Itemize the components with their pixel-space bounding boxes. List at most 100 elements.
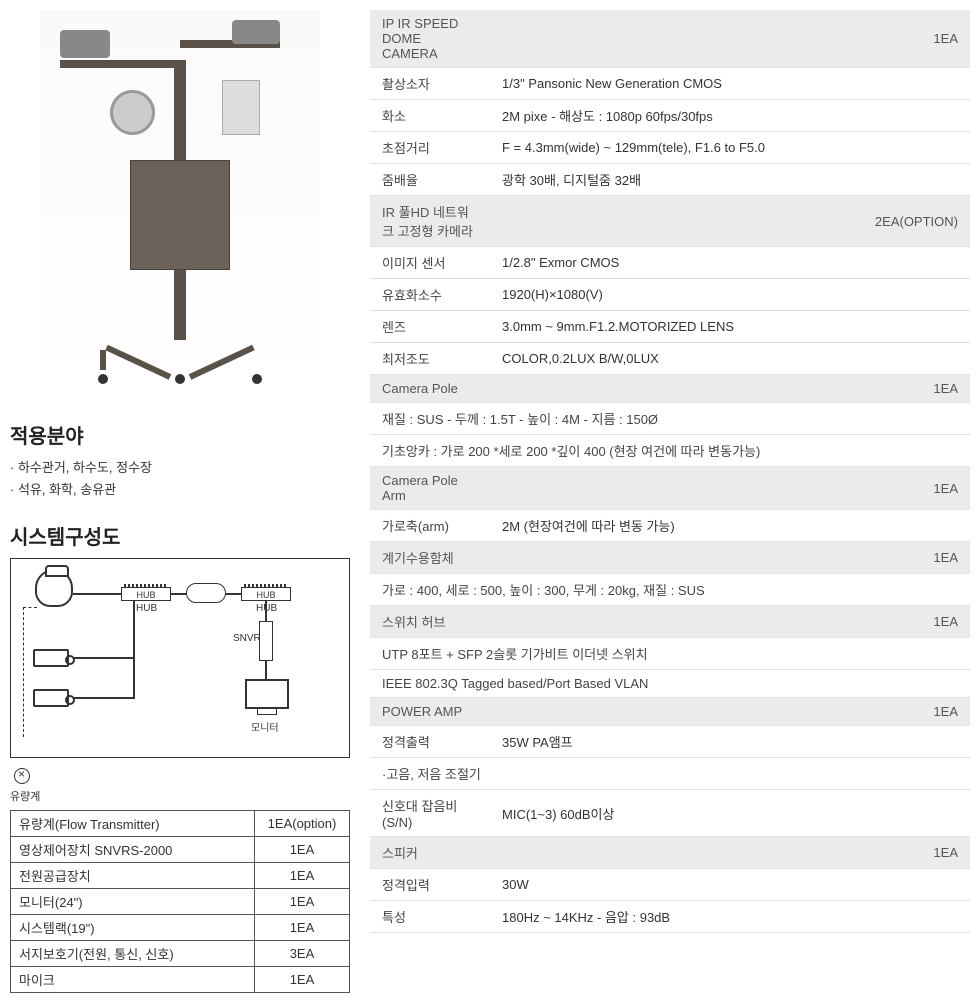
product-image (40, 10, 320, 390)
spec-key: 렌즈 (370, 311, 490, 343)
section-title: IR 풀HD 네트워크 고정형 카메라 (370, 196, 490, 247)
spec-full-text: ·고음, 저음 조절기 (370, 758, 970, 790)
spec-section-header: 계기수용함체1EA (370, 542, 970, 574)
spec-row: 촬상소자1/3" Pansonic New Generation CMOS (370, 68, 970, 100)
spec-full-text: UTP 8포트 + SFP 2슬롯 기가비트 이더넷 스위치 (370, 638, 970, 670)
application-title: 적용분야 (10, 420, 350, 449)
spec-full-text: 기초앙카 : 가로 200 *세로 200 *깊이 400 (현장 여건에 따라… (370, 435, 970, 467)
spec-value: 180Hz ~ 14KHz - 음압 : 93dB (490, 901, 970, 933)
equip-qty: 1EA (255, 863, 350, 889)
spec-key: 최저조도 (370, 343, 490, 375)
spec-value: 1/2.8" Exmor CMOS (490, 247, 970, 279)
spec-row: 줌배율광학 30배, 디지털줌 32배 (370, 164, 970, 196)
spec-full-row: UTP 8포트 + SFP 2슬롯 기가비트 이더넷 스위치 (370, 638, 970, 670)
section-qty: 1EA (490, 542, 970, 574)
spec-full-text: IEEE 802.3Q Tagged based/Port Based VLAN (370, 670, 970, 698)
section-qty: 1EA (490, 698, 970, 726)
section-qty: 1EA (490, 837, 970, 869)
spec-key: 가로축(arm) (370, 510, 490, 542)
equip-qty: 1EA (255, 967, 350, 993)
spec-section-header: 스위치 허브1EA (370, 606, 970, 638)
left-column: 적용분야 하수관거, 하수도, 정수장 석유, 화학, 송유관 시스템구성도 H… (10, 10, 350, 993)
equipment-table: 유량계(Flow Transmitter)1EA(option)영상제어장치 S… (10, 810, 350, 993)
spec-row: 정격입력30W (370, 869, 970, 901)
section-qty: 1EA (490, 10, 970, 68)
spec-value: MIC(1~3) 60dB이상 (490, 790, 970, 837)
flow-meter-icon: 유량계 (10, 768, 350, 792)
table-row: 모니터(24")1EA (11, 889, 350, 915)
section-title: 스위치 허브 (370, 606, 490, 638)
spec-section-header: 스피커1EA (370, 837, 970, 869)
app-item: 하수관거, 하수도, 정수장 (10, 457, 350, 479)
section-title: 스피커 (370, 837, 490, 869)
system-diagram-title: 시스템구성도 (10, 521, 350, 550)
spec-section-header: Camera Pole Arm1EA (370, 467, 970, 510)
spec-row: 가로축(arm)2M (현장여건에 따라 변동 가능) (370, 510, 970, 542)
section-title: 계기수용함체 (370, 542, 490, 574)
table-row: 마이크1EA (11, 967, 350, 993)
spec-value: 광학 30배, 디지털줌 32배 (490, 164, 970, 196)
equip-qty: 1EA (255, 837, 350, 863)
spec-row: 유효화소수1920(H)×1080(V) (370, 279, 970, 311)
spec-value: 1/3" Pansonic New Generation CMOS (490, 68, 970, 100)
system-diagram: HUB HUB HUB HUB SNVR 모니터 (10, 558, 350, 758)
equip-qty: 3EA (255, 941, 350, 967)
equip-label: 유량계(Flow Transmitter) (11, 811, 255, 837)
application-list: 하수관거, 하수도, 정수장 석유, 화학, 송유관 (10, 457, 350, 501)
equip-qty: 1EA(option) (255, 811, 350, 837)
spec-key: 신호대 잡음비(S/N) (370, 790, 490, 837)
spec-key: 화소 (370, 100, 490, 132)
section-qty: 1EA (490, 375, 970, 403)
spec-row: 렌즈3.0mm ~ 9mm.F1.2.MOTORIZED LENS (370, 311, 970, 343)
spec-key: 정격출력 (370, 726, 490, 758)
spec-row: 초점거리F = 4.3mm(wide) ~ 129mm(tele), F1.6 … (370, 132, 970, 164)
right-column: IP IR SPEED DOME CAMERA1EA촬상소자1/3" Panso… (370, 10, 970, 993)
spec-value: 2M pixe - 해상도 : 1080p 60fps/30fps (490, 100, 970, 132)
spec-full-row: 재질 : SUS - 두께 : 1.5T - 높이 : 4M - 지름 : 15… (370, 403, 970, 435)
spec-row: 신호대 잡음비(S/N)MIC(1~3) 60dB이상 (370, 790, 970, 837)
spec-section-header: Camera Pole1EA (370, 375, 970, 403)
spec-full-row: IEEE 802.3Q Tagged based/Port Based VLAN (370, 670, 970, 698)
section-qty: 2EA(OPTION) (490, 196, 970, 247)
equip-qty: 1EA (255, 889, 350, 915)
spec-key: 초점거리 (370, 132, 490, 164)
section-qty: 1EA (490, 467, 970, 510)
equip-label: 시스템랙(19") (11, 915, 255, 941)
table-row: 전원공급장치1EA (11, 863, 350, 889)
equip-qty: 1EA (255, 915, 350, 941)
table-row: 영상제어장치 SNVRS-20001EA (11, 837, 350, 863)
section-qty: 1EA (490, 606, 970, 638)
spec-key: 줌배율 (370, 164, 490, 196)
equip-label: 전원공급장치 (11, 863, 255, 889)
equip-label: 서지보호기(전원, 통신, 신호) (11, 941, 255, 967)
spec-row: 정격출력35W PA앰프 (370, 726, 970, 758)
table-row: 시스템랙(19")1EA (11, 915, 350, 941)
spec-full-text: 재질 : SUS - 두께 : 1.5T - 높이 : 4M - 지름 : 15… (370, 403, 970, 435)
spec-row: 최저조도COLOR,0.2LUX B/W,0LUX (370, 343, 970, 375)
spec-full-row: ·고음, 저음 조절기 (370, 758, 970, 790)
spec-key: 촬상소자 (370, 68, 490, 100)
spec-full-text: 가로 : 400, 세로 : 500, 높이 : 300, 무게 : 20kg,… (370, 574, 970, 606)
section-title: IP IR SPEED DOME CAMERA (370, 10, 490, 68)
spec-full-row: 가로 : 400, 세로 : 500, 높이 : 300, 무게 : 20kg,… (370, 574, 970, 606)
spec-section-header: IP IR SPEED DOME CAMERA1EA (370, 10, 970, 68)
spec-full-row: 기초앙카 : 가로 200 *세로 200 *깊이 400 (현장 여건에 따라… (370, 435, 970, 467)
spec-key: 특성 (370, 901, 490, 933)
spec-row: 특성180Hz ~ 14KHz - 음압 : 93dB (370, 901, 970, 933)
spec-section-header: IR 풀HD 네트워크 고정형 카메라2EA(OPTION) (370, 196, 970, 247)
spec-key: 이미지 센서 (370, 247, 490, 279)
spec-value: 2M (현장여건에 따라 변동 가능) (490, 510, 970, 542)
spec-value: F = 4.3mm(wide) ~ 129mm(tele), F1.6 to F… (490, 132, 970, 164)
equip-label: 마이크 (11, 967, 255, 993)
spec-value: 1920(H)×1080(V) (490, 279, 970, 311)
equip-label: 영상제어장치 SNVRS-2000 (11, 837, 255, 863)
section-title: POWER AMP (370, 698, 490, 726)
spec-key: 정격입력 (370, 869, 490, 901)
spec-value: 3.0mm ~ 9mm.F1.2.MOTORIZED LENS (490, 311, 970, 343)
table-row: 유량계(Flow Transmitter)1EA(option) (11, 811, 350, 837)
spec-row: 이미지 센서1/2.8" Exmor CMOS (370, 247, 970, 279)
table-row: 서지보호기(전원, 통신, 신호)3EA (11, 941, 350, 967)
spec-value: 35W PA앰프 (490, 726, 970, 758)
spec-section-header: POWER AMP1EA (370, 698, 970, 726)
spec-table: IP IR SPEED DOME CAMERA1EA촬상소자1/3" Panso… (370, 10, 970, 933)
